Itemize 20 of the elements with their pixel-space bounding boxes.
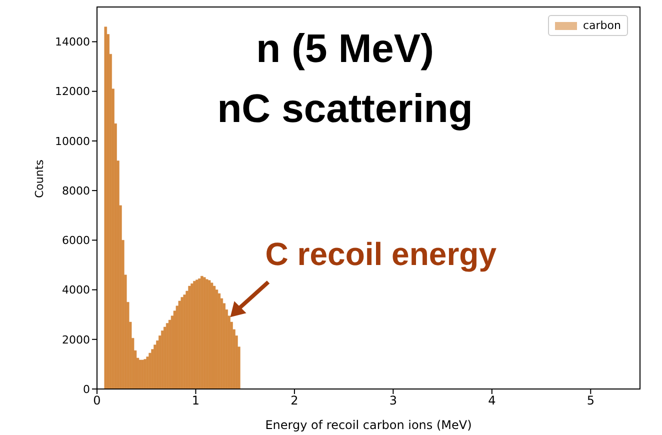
x-tick-label: 1 xyxy=(192,394,200,408)
y-tick-label: 6000 xyxy=(62,234,90,248)
x-tick-label: 4 xyxy=(488,394,496,408)
x-tick-label: 5 xyxy=(586,394,594,408)
x-tick-label: 3 xyxy=(389,394,397,408)
x-axis-title: Energy of recoil carbon ions (MeV) xyxy=(265,418,472,432)
annotation: n (5 MeV) xyxy=(256,27,434,71)
y-tick-label: 12000 xyxy=(55,85,90,98)
y-tick-label: 2000 xyxy=(62,333,90,346)
y-tick-label: 0 xyxy=(83,382,90,396)
y-axis-title: Counts xyxy=(32,159,46,198)
annotation: nC scattering xyxy=(217,87,473,131)
x-tick-label: 0 xyxy=(93,394,101,408)
annotation: C recoil energy xyxy=(265,236,497,272)
y-tick-label: 4000 xyxy=(62,284,90,297)
y-tick-label: 14000 xyxy=(55,36,90,49)
y-tick-label: 8000 xyxy=(62,184,90,198)
y-tick-label: 10000 xyxy=(55,134,90,148)
x-tick-label: 2 xyxy=(290,394,298,408)
legend-label: carbon xyxy=(583,19,621,32)
